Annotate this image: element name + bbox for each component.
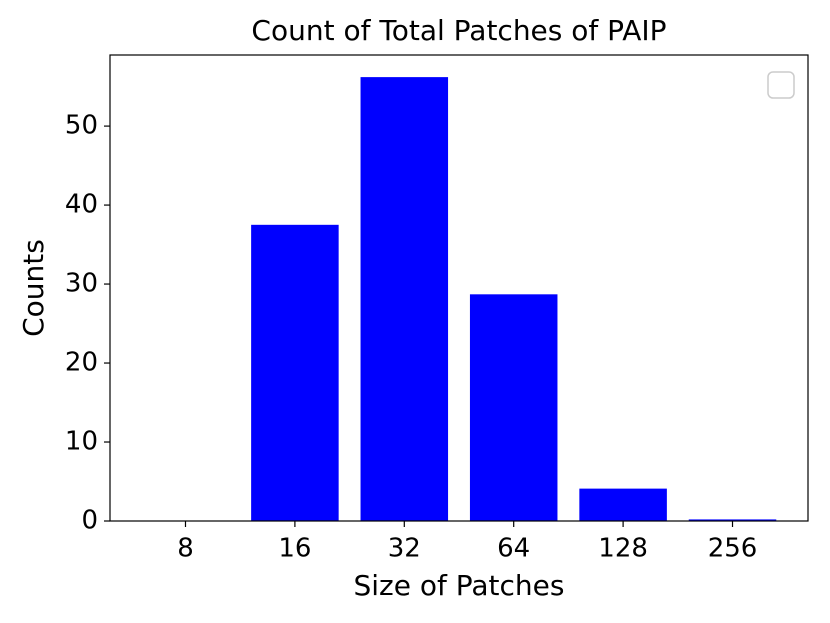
- x-tick-label: 256: [708, 534, 758, 564]
- x-axis-label: Size of Patches: [354, 569, 565, 602]
- y-axis-label: Counts: [17, 239, 50, 337]
- x-tick-label: 16: [278, 534, 311, 564]
- y-tick-label: 40: [65, 190, 98, 220]
- x-tick-label: 64: [497, 534, 530, 564]
- bar: [579, 488, 667, 521]
- bar: [688, 519, 777, 521]
- y-tick-label: 50: [65, 111, 98, 141]
- x-tick-label: 128: [598, 534, 648, 564]
- bar: [360, 77, 449, 521]
- y-tick-label: 10: [65, 427, 98, 457]
- bar: [469, 294, 558, 521]
- y-tick-label: 20: [65, 348, 98, 378]
- x-tick-label: 32: [388, 534, 421, 564]
- bar: [251, 224, 339, 522]
- plot-frame: [109, 54, 809, 522]
- y-tick-label: 0: [81, 506, 98, 536]
- legend-box: [767, 71, 795, 99]
- x-tick-label: 8: [177, 534, 194, 564]
- chart-title: Count of Total Patches of PAIP: [251, 14, 666, 47]
- y-tick-label: 30: [65, 269, 98, 299]
